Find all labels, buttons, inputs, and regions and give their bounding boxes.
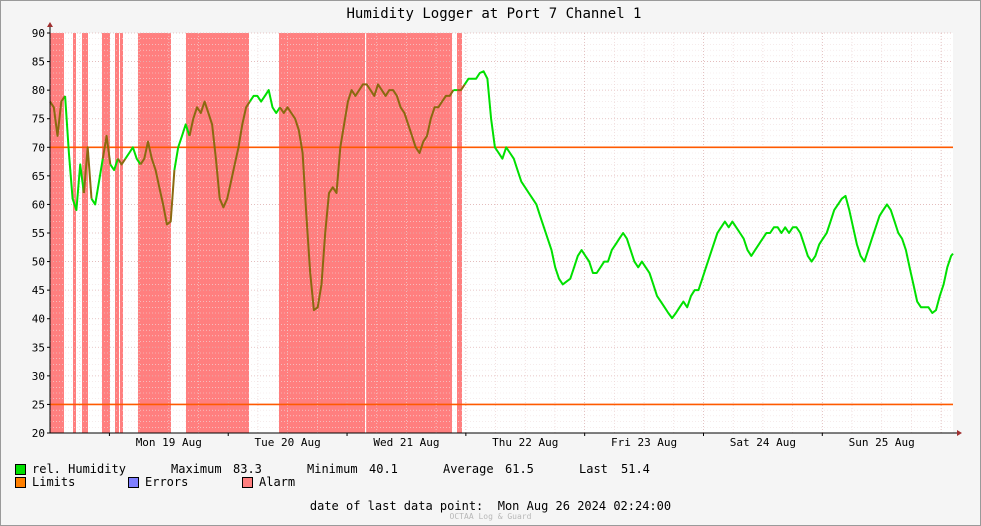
- x-tick-label: Mon 19 Aug: [136, 436, 202, 449]
- grid-lines: [50, 32, 953, 434]
- x-tick-labels: Mon 19 Aug Tue 20 Aug Wed 21 Aug Thu 22 Aug…: [136, 436, 915, 449]
- stat-maximum-label: Maximum: [171, 462, 222, 476]
- humidity-series: [49, 70, 954, 320]
- y-tick-label: 60: [32, 198, 45, 211]
- humidity-line-alarm: [117, 158, 127, 166]
- alarm-band: [120, 33, 123, 433]
- humidity-line-alarm: [82, 146, 93, 199]
- stat-last-label: Last: [579, 462, 608, 476]
- y-tick-label: 40: [32, 313, 45, 326]
- alarm-band: [82, 33, 88, 433]
- axes: [47, 22, 962, 436]
- y-tick-label: 35: [32, 341, 45, 354]
- alarm-swatch: [242, 476, 253, 488]
- limit-lines: [50, 146, 953, 406]
- humidity-line: [124, 146, 142, 165]
- limits-swatch: [15, 476, 26, 488]
- humidity-line: [248, 89, 281, 114]
- alarm-band: [102, 33, 110, 433]
- x-tick-label: Thu 22 Aug: [492, 436, 558, 449]
- humidity-line: [64, 95, 85, 212]
- stat-minimum-value: 40.1: [369, 462, 398, 476]
- errors-swatch: [128, 476, 139, 488]
- legend-limits-label: Limits: [32, 475, 76, 489]
- x-tick-label: Sat 24 Aug: [730, 436, 796, 449]
- y-tick-label: 25: [32, 398, 45, 411]
- y-tick-label: 30: [32, 370, 45, 383]
- y-tick-label: 45: [32, 284, 45, 297]
- humidity-line: [109, 158, 119, 172]
- legend-errors-label: Errors: [145, 475, 189, 489]
- alarm-band: [186, 33, 249, 433]
- watermark: OCTAA Log & Guard: [449, 512, 532, 521]
- y-tick-label: 85: [32, 56, 45, 69]
- last-data-point-label: date of last data point:: [309, 499, 484, 513]
- alarm-band: [457, 33, 462, 433]
- stat-maximum-value: 83.3: [233, 462, 262, 476]
- legend-row-2: Limits Errors Alarm: [15, 475, 319, 489]
- y-tick-label: 75: [32, 113, 45, 126]
- humidity-line-alarm: [139, 140, 176, 226]
- legend-alarm-label: Alarm: [259, 475, 296, 489]
- stat-average-value: 61.5: [505, 462, 534, 476]
- humidity-line: [90, 158, 104, 206]
- x-tick-label: Fri 23 Aug: [611, 436, 677, 449]
- legend-humidity-label: rel. Humidity: [32, 462, 126, 476]
- stat-minimum-label: Minimum: [307, 462, 358, 476]
- stat-last-value: 51.4: [621, 462, 650, 476]
- legend-row-1: rel. Humidity Maximum 83.3 Minimum 40.1 …: [15, 462, 681, 476]
- y-tick-label: 20: [32, 427, 45, 440]
- y-tick-label: 90: [32, 27, 45, 40]
- humidity-line-alarm: [101, 134, 112, 165]
- humidity-swatch: [15, 463, 26, 475]
- humidity-chart: Humidity Logger at Port 7 Channel 1 20 25…: [32, 6, 962, 449]
- x-tick-label: Tue 20 Aug: [255, 436, 321, 449]
- x-tick-label: Wed 21 Aug: [373, 436, 439, 449]
- y-tick-label: 50: [32, 256, 45, 269]
- stat-average-label: Average: [443, 462, 494, 476]
- y-tick-label: 65: [32, 170, 45, 183]
- last-data-point-value: Mon Aug 26 2024 02:24:00: [497, 499, 672, 513]
- x-axis-arrow: [957, 430, 962, 436]
- y-tick-label: 70: [32, 141, 45, 154]
- y-tick-labels: 20 25 30 35 40 45 50 55 60 65 70 75 80 85 90: [32, 27, 45, 440]
- humidity-line: [173, 123, 191, 171]
- humidity-line-alarm: [279, 83, 455, 312]
- y-axis-arrow: [47, 22, 53, 27]
- humidity-line-alarm: [457, 83, 466, 92]
- humidity-line-alarm: [49, 95, 66, 137]
- chart-title: Humidity Logger at Port 7 Channel 1: [346, 6, 641, 22]
- y-tick-label: 80: [32, 84, 45, 97]
- humidity-line-alarm: [188, 100, 251, 209]
- y-tick-label: 55: [32, 227, 45, 240]
- alarm-band: [138, 33, 171, 433]
- x-tick-label: Sun 25 Aug: [849, 436, 915, 449]
- humidity-line: [463, 70, 954, 320]
- last-data-point: date of last data point: Mon Aug 26 2024…: [0, 499, 981, 513]
